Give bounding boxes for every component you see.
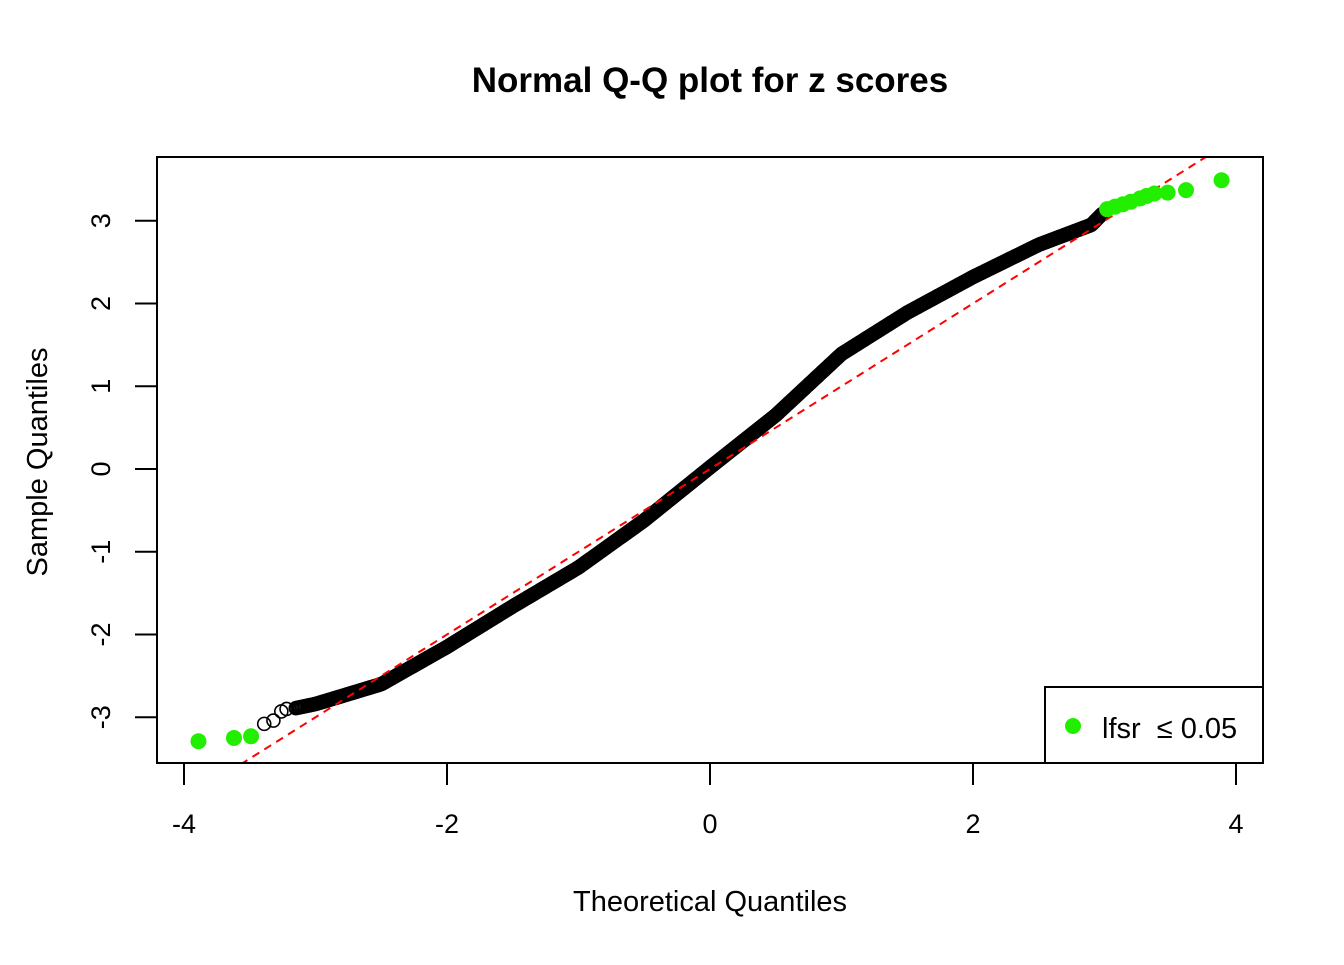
significant-point <box>1213 172 1230 189</box>
y-tick-label: 0 <box>86 461 116 476</box>
reference-line <box>240 157 1208 763</box>
legend-marker <box>1065 718 1081 734</box>
y-tick-label: 2 <box>86 296 116 311</box>
significant-point <box>1159 184 1176 201</box>
x-tick-label: 4 <box>1228 809 1243 839</box>
significant-point <box>1178 182 1195 199</box>
x-tick-label: 0 <box>702 809 717 839</box>
y-tick-label: 1 <box>86 379 116 394</box>
y-tick-label: -3 <box>86 705 116 729</box>
legend: lfsr ≤ 0.05 <box>1044 686 1264 764</box>
legend-label: lfsr ≤ 0.05 <box>1102 713 1237 745</box>
chart-title: Normal Q-Q plot for z scores <box>472 61 948 100</box>
x-axis-label: Theoretical Quantiles <box>573 886 847 918</box>
legend-box <box>1044 686 1264 764</box>
y-tick-label: -2 <box>86 622 116 646</box>
x-tick-label: 2 <box>965 809 980 839</box>
data-point <box>256 716 272 732</box>
significant-point <box>1146 185 1163 202</box>
y-tick-label: 3 <box>86 213 116 228</box>
significant-point <box>243 728 260 745</box>
x-tick-label: -2 <box>435 809 459 839</box>
significant-point <box>190 733 207 750</box>
y-axis-label: Sample Quantiles <box>22 348 54 577</box>
plot-marks <box>190 157 1230 763</box>
significant-point <box>225 729 242 746</box>
y-tick-label: -1 <box>86 540 116 564</box>
x-tick-label: -4 <box>172 809 196 839</box>
data-point <box>266 713 281 728</box>
